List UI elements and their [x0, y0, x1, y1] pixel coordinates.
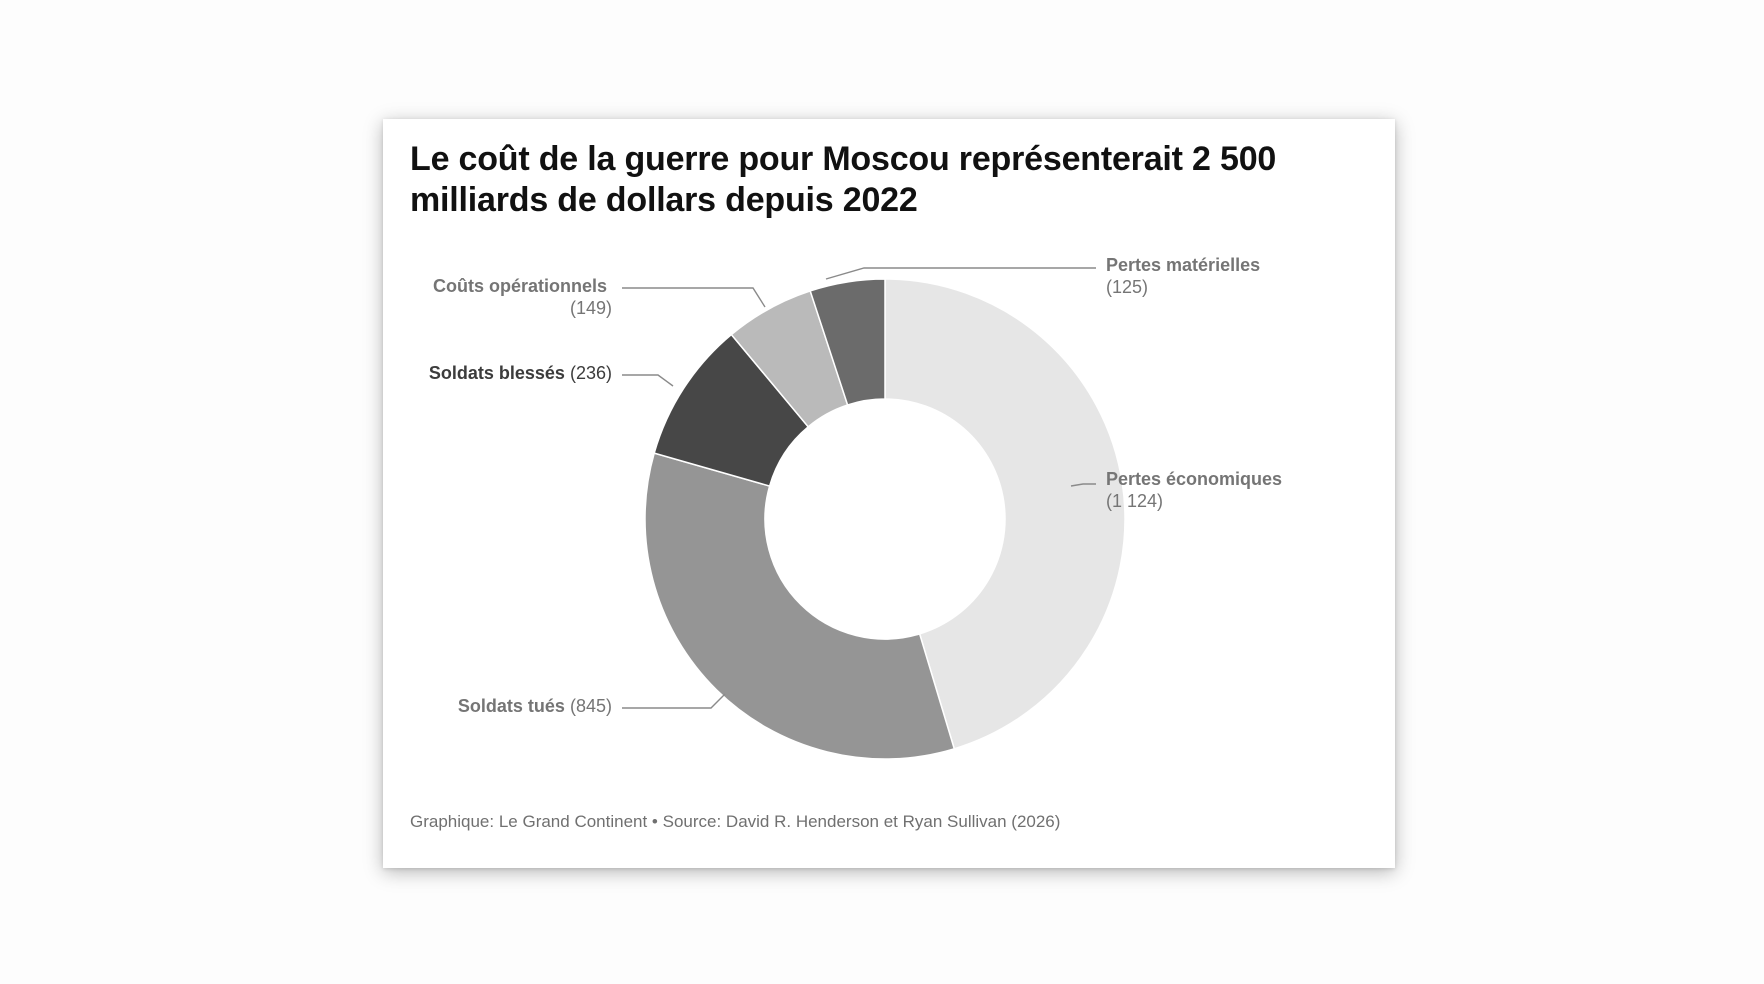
donut-chart: Pertes économiques (1 124) Pertes matéri…: [429, 255, 1287, 760]
label-soldats-blesses: Soldats blessés (236): [429, 363, 612, 383]
leader-soldats-tues: [622, 693, 726, 709]
leader-pertes-materielles: [825, 267, 1096, 280]
leader-couts-operationnels: [622, 287, 766, 308]
label-pertes-economiques: Pertes économiques (1 124): [1106, 469, 1287, 511]
label-pertes-materielles: Pertes matérielles (125): [1106, 255, 1265, 297]
label-soldats-tues: Soldats tués (845): [458, 696, 612, 716]
leader-pertes-economiques: [1070, 483, 1096, 487]
donut-slices: [644, 278, 1126, 760]
slice-pertes-economiques: [884, 278, 1126, 750]
leader-soldats-blesses: [622, 374, 674, 387]
slice-soldats-tues: [644, 452, 956, 760]
chart-title: Le coût de la guerre pour Moscou représe…: [410, 140, 1277, 219]
chart-footer-source: Graphique: Le Grand Continent • Source: …: [410, 812, 1061, 831]
chart-card: Le coût de la guerre pour Moscou représe…: [383, 119, 1395, 868]
slice-pertes-materielles: [809, 278, 886, 406]
leader-lines: [622, 267, 1096, 709]
label-couts-operationnels: Coûts opérationnels (149): [433, 276, 612, 318]
